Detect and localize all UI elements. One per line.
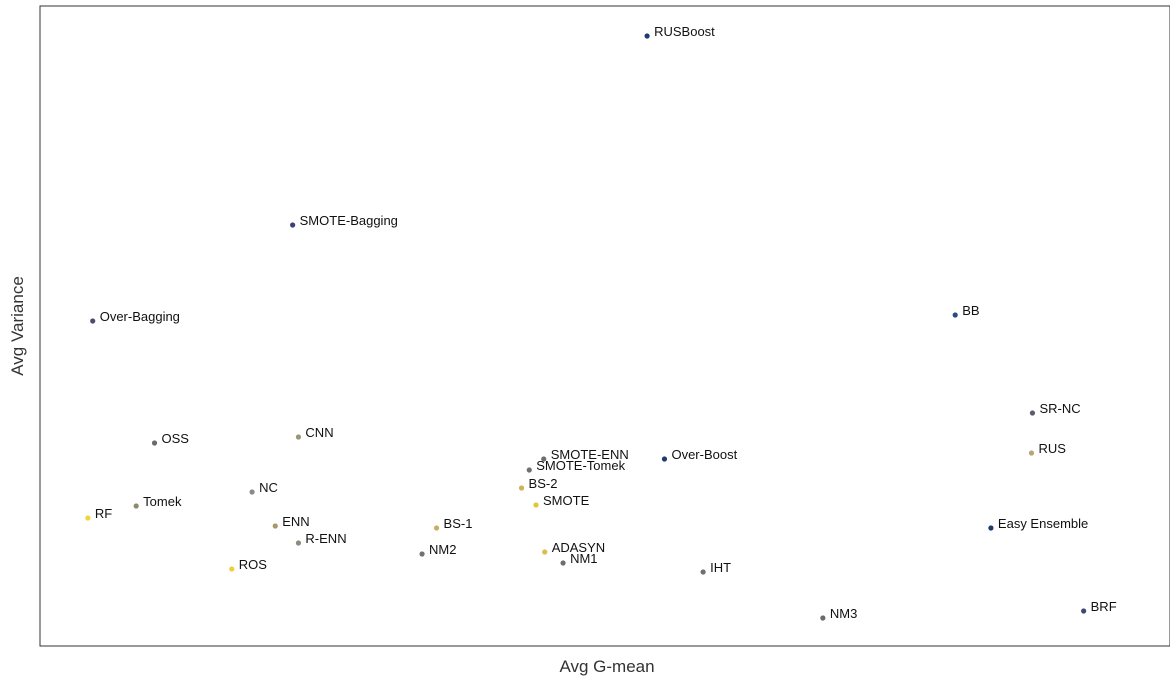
point-bs-2	[518, 485, 525, 491]
plot-frame	[39, 5, 1170, 647]
point-adasyn	[542, 549, 548, 555]
point-label-tomek: Tomek	[143, 494, 182, 509]
point-rusboost	[644, 33, 650, 39]
point-ros	[229, 566, 235, 572]
points-layer: RUSBoost SMOTE-Bagging Over-Bagging BB SR-NC…	[85, 24, 1117, 621]
point-label-rf: RF	[95, 506, 112, 521]
point-label-ros: ROS	[239, 557, 267, 572]
point-tomek	[133, 503, 139, 509]
x-axis-label: Avg G-mean	[559, 657, 654, 676]
point-label-sr-nc: SR-NC	[1039, 401, 1080, 416]
point-nm2	[419, 551, 425, 557]
point-brf	[1081, 608, 1087, 614]
point-r-enn	[295, 540, 302, 546]
point-label-easy-ensemble: Easy Ensemble	[998, 516, 1088, 531]
point-nc	[249, 489, 255, 495]
point-label-over-boost: Over-Boost	[671, 447, 737, 462]
point-oss	[151, 440, 158, 446]
point-over-boost	[661, 456, 668, 462]
point-label-smote-enn: SMOTE-ENN	[551, 447, 629, 462]
point-label-rusboost: RUSBoost	[654, 24, 715, 39]
point-label-r-enn: R-ENN	[305, 531, 346, 546]
point-rus	[1028, 450, 1035, 456]
point-label-over-bagging: Over-Bagging	[100, 309, 180, 324]
point-easy-ensemble	[988, 525, 994, 531]
point-label-rus: RUS	[1038, 441, 1066, 456]
point-label-bb: BB	[962, 303, 979, 318]
point-label-enn: ENN	[282, 514, 309, 529]
point-bb	[952, 312, 958, 318]
point-label-bs-1: BS-1	[444, 516, 473, 531]
point-smote-bagging	[290, 222, 296, 228]
point-cnn	[295, 434, 302, 440]
point-nm3	[820, 615, 826, 621]
point-smote-tomek	[526, 467, 532, 473]
point-iht	[700, 569, 706, 575]
y-axis-label: Avg Variance	[8, 276, 27, 376]
point-label-nm2: NM2	[429, 542, 456, 557]
point-over-bagging	[90, 318, 96, 324]
point-label-nc: NC	[259, 480, 278, 495]
point-label-adasyn: ADASYN	[552, 540, 605, 555]
point-label-smote: SMOTE	[543, 493, 590, 508]
point-label-nm3: NM3	[830, 606, 857, 621]
point-label-iht: IHT	[710, 560, 731, 575]
point-label-smote-tomek: SMOTE-Tomek	[536, 458, 625, 473]
point-bs-1	[433, 525, 440, 531]
point-label-brf: BRF	[1091, 599, 1117, 614]
point-label-oss: OSS	[162, 431, 190, 446]
point-nm1	[560, 560, 566, 566]
point-sr-nc	[1029, 410, 1036, 416]
point-label-bs-2: BS-2	[529, 476, 558, 491]
point-smote-enn	[541, 456, 547, 462]
point-label-smote-bagging: SMOTE-Bagging	[300, 213, 398, 228]
point-rf	[85, 515, 91, 521]
point-smote	[533, 502, 539, 508]
point-label-cnn: CNN	[305, 425, 333, 440]
point-label-nm1: NM1	[570, 551, 597, 566]
point-enn	[272, 523, 278, 529]
